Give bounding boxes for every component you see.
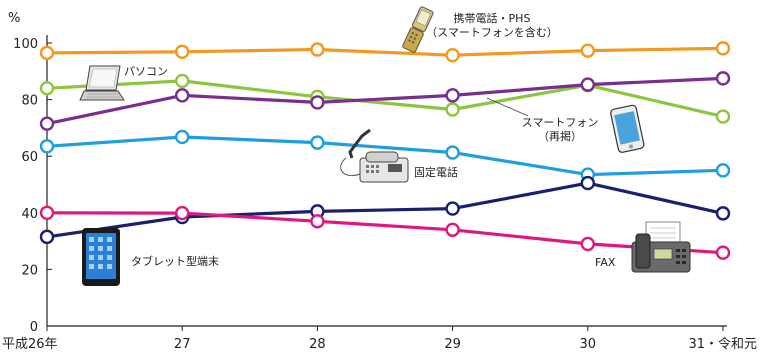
data-point-pc (39, 81, 55, 96)
x-tick-label: 31・令和元 (688, 337, 757, 352)
series-label-fax: FAX (595, 256, 616, 269)
data-point-mobile (445, 47, 460, 63)
data-point-mobile (310, 42, 325, 57)
y-tick-label: 0 (30, 320, 38, 335)
series-label-pc: パソコン (124, 65, 168, 78)
y-tick-label: 100 (13, 37, 38, 52)
series-line-mobile (46, 46, 724, 57)
axes: 0 20 40 60 80 100 平成26年 27 28 29 30 31・令和元 (2, 35, 757, 352)
x-tick-label: 30 (580, 337, 597, 352)
series-markers (39, 41, 731, 260)
data-point-mobile (39, 45, 55, 61)
data-point-fax (174, 205, 190, 221)
data-point-mobile (174, 44, 190, 59)
data-point-smartphone (39, 116, 55, 131)
y-tick-label: 40 (21, 207, 38, 222)
data-point-smartphone (580, 77, 595, 92)
data-point-tablet (39, 229, 55, 245)
data-point-tablet (715, 206, 731, 221)
data-point-pc (715, 109, 731, 124)
series-line-pc (46, 79, 724, 119)
data-point-smartphone (310, 95, 325, 110)
data-point-mobile (715, 41, 731, 56)
desk-phone-icon (340, 128, 409, 183)
data-point-fax (445, 222, 460, 237)
series-line-smartphone (46, 76, 724, 126)
x-tick-label: 28 (309, 337, 326, 352)
y-tick-label: 80 (21, 94, 38, 109)
data-point-fax (310, 214, 325, 229)
laptop-icon (79, 65, 125, 101)
smartphone-label-leader (486, 97, 529, 117)
series-label-fixed: 固定電話 (414, 165, 458, 179)
y-tick-label: 20 (21, 263, 38, 278)
data-point-fax (580, 236, 595, 252)
series-line-fax (46, 211, 724, 255)
data-point-smartphone (715, 71, 731, 86)
data-point-tablet (580, 175, 595, 191)
y-tick-label: 60 (21, 150, 38, 165)
x-tick-label: 29 (444, 337, 461, 352)
data-point-fax (715, 245, 731, 260)
data-point-fax (39, 205, 55, 221)
data-point-mobile (580, 43, 595, 58)
flip-phone-icon (402, 6, 434, 53)
data-point-fixed (310, 135, 325, 150)
data-point-smartphone (445, 88, 460, 103)
smartphone-icon (610, 104, 645, 153)
series-line-fixed (46, 135, 724, 177)
series-label-mobile: （スマートフォンを含む） (426, 25, 558, 39)
x-tick-label: 27 (174, 337, 191, 352)
series-label-tablet: タブレット型端末 (131, 254, 219, 268)
series-label-smartphone: スマートフォン (522, 116, 599, 129)
series-label-mobile: 携帯電話・PHS (454, 11, 531, 25)
data-point-tablet (445, 201, 460, 216)
data-point-smartphone (174, 88, 190, 103)
data-point-pc (174, 73, 190, 89)
series-lines (46, 46, 724, 255)
data-point-fixed (445, 145, 460, 160)
data-point-fixed (39, 139, 55, 154)
y-unit-label: % (8, 11, 20, 26)
data-point-pc (445, 102, 460, 117)
data-point-fixed (715, 163, 731, 178)
x-tick-label: 平成26年 (2, 337, 58, 352)
series-line-tablet (46, 181, 724, 239)
fax-icon (631, 221, 691, 273)
tablet-icon (82, 228, 120, 286)
series-label-smartphone: （再掲） (538, 129, 582, 143)
data-point-fixed (174, 129, 190, 145)
